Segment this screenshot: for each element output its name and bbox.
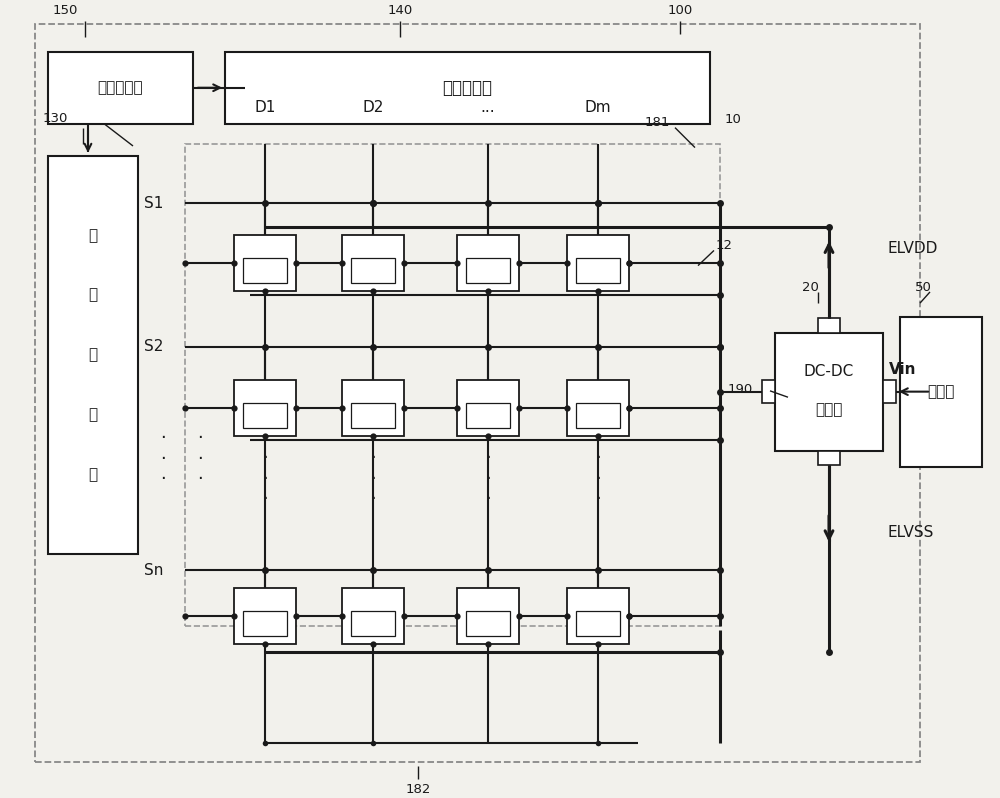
Text: 时序控制部: 时序控制部	[98, 81, 143, 95]
Text: Vin: Vin	[889, 361, 917, 377]
Text: 动: 动	[88, 407, 98, 422]
Text: D2: D2	[362, 101, 384, 115]
Text: S1: S1	[144, 196, 163, 211]
FancyBboxPatch shape	[466, 610, 510, 636]
FancyBboxPatch shape	[342, 235, 404, 291]
Text: 转换器: 转换器	[815, 401, 843, 417]
FancyBboxPatch shape	[762, 381, 775, 403]
Text: 部: 部	[88, 467, 98, 482]
Text: ·
·
·: · · ·	[197, 429, 203, 488]
FancyBboxPatch shape	[818, 451, 840, 465]
Text: Dm: Dm	[585, 101, 611, 115]
Text: ELVSS: ELVSS	[887, 525, 933, 540]
Text: 描: 描	[88, 287, 98, 302]
Text: DC-DC: DC-DC	[804, 364, 854, 379]
FancyBboxPatch shape	[567, 588, 629, 644]
Text: ·
·
·: · · ·	[370, 448, 376, 508]
Text: ·
·
·: · · ·	[262, 448, 268, 508]
Text: 140: 140	[387, 4, 413, 17]
FancyBboxPatch shape	[243, 258, 287, 283]
FancyBboxPatch shape	[351, 610, 395, 636]
FancyBboxPatch shape	[883, 381, 896, 403]
Text: 50: 50	[915, 281, 931, 294]
FancyBboxPatch shape	[775, 333, 883, 451]
Text: S2: S2	[144, 339, 163, 354]
FancyBboxPatch shape	[243, 610, 287, 636]
FancyBboxPatch shape	[234, 235, 296, 291]
Text: ·
·
·: · · ·	[485, 448, 491, 508]
FancyBboxPatch shape	[567, 235, 629, 291]
Text: ·
·
·: · · ·	[160, 429, 166, 488]
Text: 扫: 扫	[88, 227, 98, 243]
FancyBboxPatch shape	[466, 403, 510, 429]
Text: 电源部: 电源部	[927, 384, 955, 399]
Text: ...: ...	[481, 101, 495, 115]
FancyBboxPatch shape	[576, 403, 620, 429]
Text: 驱: 驱	[88, 347, 98, 362]
Text: 181: 181	[644, 116, 670, 128]
FancyBboxPatch shape	[576, 610, 620, 636]
FancyBboxPatch shape	[457, 235, 519, 291]
FancyBboxPatch shape	[48, 52, 193, 124]
Text: 10: 10	[725, 113, 741, 126]
FancyBboxPatch shape	[457, 381, 519, 437]
Text: D1: D1	[254, 101, 276, 115]
FancyBboxPatch shape	[818, 318, 840, 333]
Text: 12: 12	[716, 239, 732, 252]
FancyBboxPatch shape	[576, 258, 620, 283]
FancyBboxPatch shape	[567, 381, 629, 437]
FancyBboxPatch shape	[457, 588, 519, 644]
Text: 150: 150	[52, 4, 78, 17]
FancyBboxPatch shape	[243, 403, 287, 429]
Text: 190: 190	[727, 383, 753, 396]
FancyBboxPatch shape	[342, 588, 404, 644]
FancyBboxPatch shape	[225, 52, 710, 124]
Text: 数据驱动部: 数据驱动部	[442, 79, 492, 97]
FancyBboxPatch shape	[900, 317, 982, 467]
Text: ELVDD: ELVDD	[887, 241, 937, 256]
Text: 100: 100	[667, 4, 693, 17]
FancyBboxPatch shape	[48, 156, 138, 555]
FancyBboxPatch shape	[466, 258, 510, 283]
Text: 20: 20	[802, 281, 818, 294]
Text: ·
·
·: · · ·	[595, 448, 601, 508]
Text: 130: 130	[42, 112, 68, 124]
FancyBboxPatch shape	[351, 258, 395, 283]
FancyBboxPatch shape	[342, 381, 404, 437]
Text: Sn: Sn	[144, 563, 163, 578]
FancyBboxPatch shape	[234, 588, 296, 644]
FancyBboxPatch shape	[234, 381, 296, 437]
Text: 182: 182	[405, 783, 431, 796]
FancyBboxPatch shape	[351, 403, 395, 429]
